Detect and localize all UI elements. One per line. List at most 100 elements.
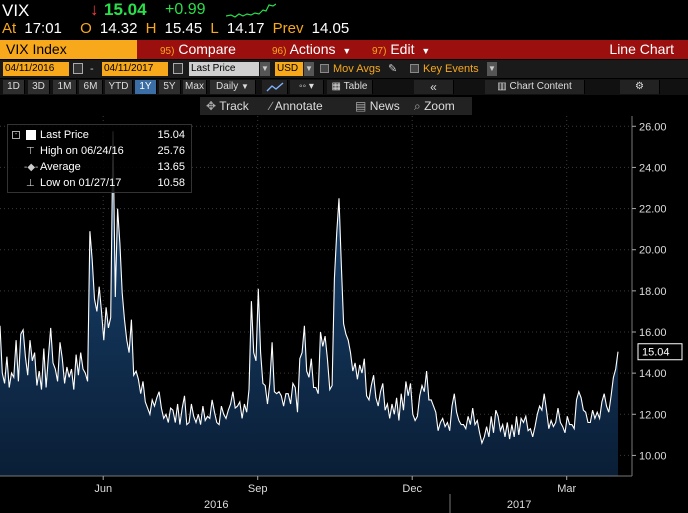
chart-tools: ✥ Track ∕ Annotate ▤ News ⌕ Zoom (200, 97, 472, 115)
x-tick-label: Dec (402, 483, 422, 495)
view-title: Line Chart (609, 41, 674, 57)
range-row: 1D 3D 1M 6M YTD 1Y 5Y Max Daily ▼ ◦◦ ▾ ▦… (0, 79, 688, 95)
track-label: Track (219, 99, 249, 113)
high-label: H (145, 20, 157, 37)
last-value-box (637, 343, 683, 361)
y-tick-label: 24.00 (639, 162, 667, 174)
legend-high-row: ⊤ High on 06/24/16 25.76 (8, 143, 193, 159)
compare-label: Compare (178, 41, 236, 57)
period-select[interactable]: Daily ▼ (210, 80, 256, 94)
mov-avgs-label: Mov Avgs (333, 63, 381, 75)
legend-last-row: - Last Price 15.04 (8, 127, 193, 143)
chevron-down-icon: ▼ (421, 46, 431, 56)
price-line (0, 131, 619, 445)
down-arrow-icon: ↓ (90, 0, 99, 19)
line-chart-icon[interactable] (262, 80, 288, 94)
legend-low-value: 10.58 (157, 177, 185, 189)
key-events-label: Key Events (423, 63, 479, 75)
chevron-down-icon[interactable]: ▼ (260, 62, 270, 76)
legend-high-label: High on 06/24/16 (40, 145, 124, 157)
edit-menu[interactable]: 97) Edit ▼ (368, 40, 434, 59)
pencil-icon[interactable]: ✎ (388, 63, 398, 75)
track-tool[interactable]: ✥ Track (206, 97, 249, 115)
chart-content-button[interactable]: ▥ Chart Content (485, 80, 585, 94)
compare-menu[interactable]: 95) Compare (156, 40, 240, 59)
mov-avgs-checkbox[interactable] (320, 64, 329, 73)
sparkline-icon (226, 3, 276, 18)
last-price: 15.04 (104, 0, 147, 19)
field-select[interactable]: Last Price (189, 62, 259, 76)
chart-icon: ▥ (497, 81, 507, 92)
y-tick-label: 16.00 (639, 327, 667, 339)
range-1m[interactable]: 1M (53, 80, 77, 94)
collapse-left-icon[interactable]: « (414, 80, 454, 94)
start-date-field[interactable]: 04/11/2016 (3, 62, 69, 76)
x-tick-label: Mar (557, 483, 576, 495)
y-tick-label: 14.00 (639, 368, 667, 380)
range-5y[interactable]: 5Y (159, 80, 181, 94)
quote-details: At 17:01 O 14.32 H 15.45 L 14.17 Prev 14… (2, 20, 353, 37)
low-label: L (210, 20, 219, 37)
security-field[interactable]: VIX Index (0, 40, 137, 59)
open-value: 14.32 (99, 20, 138, 37)
currency-select[interactable]: USD (275, 62, 303, 76)
news-label: News (369, 99, 400, 113)
ticker-symbol: VIX (2, 1, 30, 20)
quote-time: 17:01 (24, 20, 62, 37)
range-3d[interactable]: 3D (28, 80, 50, 94)
chevron-down-icon[interactable]: ▼ (487, 62, 497, 76)
magnifier-icon: ⌕ (414, 99, 421, 113)
annotate-tool[interactable]: ∕ Annotate (270, 97, 323, 115)
y-tick-label: 20.00 (639, 245, 667, 257)
end-date-field[interactable]: 04/11/2017 (102, 62, 168, 76)
price-chart[interactable]: 10.00 12.00 14.00 16.00 18.00 20.00 22.00 24.00… (0, 116, 688, 513)
news-tool[interactable]: ▤ News (355, 97, 400, 115)
actions-label: Actions (289, 41, 336, 57)
range-ytd[interactable]: YTD (105, 80, 133, 94)
calendar-icon[interactable] (173, 63, 183, 74)
settings-row: 04/11/2016 - 04/11/2017 Last Price ▼ USD… (0, 60, 688, 78)
prev-value: 14.05 (311, 20, 350, 37)
at-label: At (2, 20, 17, 37)
chevron-down-icon[interactable]: ▼ (304, 62, 314, 76)
compare-number: 95) (160, 46, 175, 57)
low-marker-icon: ⊥ (26, 178, 35, 189)
high-marker-icon: ⊤ (26, 146, 35, 157)
average-marker-icon: -◆- (24, 162, 39, 173)
range-1y[interactable]: 1Y (135, 80, 157, 94)
function-bar: VIX Index 95) Compare 96) Actions ▼ 97) … (0, 40, 688, 59)
quote-bar: VIX ↓ 15.04 +0.99 At 17:01 O 14.32 H 15.… (0, 0, 688, 40)
low-value: 14.17 (226, 20, 265, 37)
legend-last-value: 15.04 (157, 129, 185, 141)
year-label: 2017 (507, 499, 531, 511)
table-button[interactable]: ▦ Table (327, 80, 373, 94)
zoom-label: Zoom (424, 99, 455, 113)
prev-label: Prev (272, 20, 304, 37)
legend-avg-value: 13.65 (157, 161, 185, 173)
settings-sliders-icon[interactable]: ◦◦ ▾ (290, 80, 324, 94)
edit-label: Edit (390, 41, 415, 57)
zoom-tool[interactable]: ⌕ Zoom (414, 97, 455, 115)
range-1d[interactable]: 1D (3, 80, 25, 94)
range-6m[interactable]: 6M (79, 80, 103, 94)
collapse-icon[interactable]: - (12, 131, 20, 139)
period-label: Daily (216, 81, 239, 92)
gear-icon[interactable]: ⚙ (620, 80, 660, 94)
chevron-down-icon: ▼ (342, 46, 352, 56)
chevron-down-icon: ▼ (241, 82, 249, 91)
annotate-label: Annotate (274, 99, 323, 113)
range-max[interactable]: Max (183, 80, 207, 94)
chart-canvas[interactable]: 10.00 12.00 14.00 16.00 18.00 20.00 22.00 24.00… (0, 116, 688, 513)
actions-number: 96) (272, 46, 287, 57)
calendar-icon[interactable] (73, 63, 83, 74)
legend-low-label: Low on 01/27/17 (40, 177, 122, 189)
area-fill (0, 131, 618, 476)
y-tick-label: 12.00 (639, 409, 667, 421)
chart-content-label: Chart Content (509, 81, 572, 92)
x-tick-label: Jun (94, 483, 112, 495)
legend-avg-row: -◆- Average 13.65 (8, 159, 193, 175)
high-value: 15.45 (164, 20, 203, 37)
crosshair-icon: ✥ (206, 99, 217, 113)
actions-menu[interactable]: 96) Actions ▼ (268, 40, 355, 59)
key-events-checkbox[interactable] (410, 64, 419, 73)
